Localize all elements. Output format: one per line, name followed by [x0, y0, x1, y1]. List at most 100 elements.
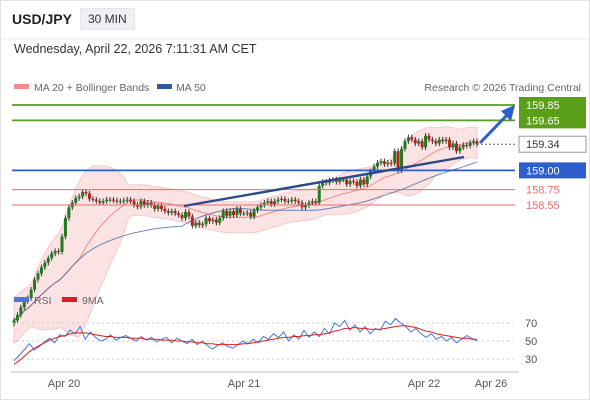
candle-body — [238, 208, 242, 214]
candle-body — [50, 253, 54, 259]
candle-body — [211, 219, 215, 222]
candle-body — [348, 181, 352, 185]
candle-body — [228, 211, 232, 216]
candle-body — [427, 135, 431, 140]
candle-body — [382, 161, 386, 165]
rsi-9ma-line — [13, 325, 477, 365]
candle-body — [194, 222, 198, 226]
candle-body — [403, 141, 407, 149]
candle-body — [84, 191, 88, 194]
research-credit: Research © 2026 Trading Central — [424, 82, 581, 94]
candle-body — [410, 137, 414, 140]
symbol-title: USD/JPY — [12, 11, 72, 27]
level-label-3: 159.00 — [526, 165, 560, 177]
candle-body — [231, 211, 235, 215]
candle-body — [345, 179, 349, 185]
candle-body — [115, 200, 119, 202]
candle-body — [81, 191, 85, 197]
candle-body — [259, 205, 263, 208]
candle-body — [334, 179, 338, 182]
candle-body — [15, 315, 19, 321]
candle-body — [125, 199, 129, 201]
candle-body — [424, 135, 428, 148]
candle-body — [451, 143, 455, 148]
rsi-tick-70: 70 — [525, 318, 537, 330]
x-tick-apr26: Apr 26 — [475, 378, 507, 390]
candle-body — [437, 139, 441, 144]
candle-body — [393, 151, 397, 164]
candle-body — [304, 205, 308, 208]
candle-body — [262, 202, 266, 205]
legend-label-9ma: 9MA — [82, 295, 104, 307]
candle-body — [105, 199, 109, 202]
candle-body — [448, 139, 452, 148]
candle-body — [36, 273, 40, 280]
rsi-chart: 70 50 30 — [12, 317, 537, 366]
level-tag-1 — [519, 112, 586, 129]
candle-body — [280, 198, 284, 200]
candle-body — [129, 199, 133, 202]
candle-body — [358, 179, 362, 186]
candle-body — [441, 139, 445, 142]
legend-label-ma50: MA 50 — [176, 82, 206, 94]
candle-body — [67, 207, 71, 219]
legend-label-rsi: RSI — [34, 295, 52, 307]
candle-body — [242, 213, 246, 215]
candle-body — [283, 198, 287, 202]
candle-body — [461, 145, 465, 148]
candle-body — [19, 307, 23, 315]
candle-body — [352, 181, 356, 183]
legend-swatch-9ma — [62, 297, 77, 302]
candle-body — [91, 198, 95, 200]
candle-body — [43, 262, 47, 268]
timestamp: Wednesday, April 22, 2026 7:11:31 AM CET — [14, 42, 257, 56]
x-tick-apr22: Apr 22 — [408, 378, 440, 390]
candle-body — [156, 205, 160, 209]
x-tick-apr20: Apr 20 — [48, 378, 80, 390]
candle-body — [454, 143, 458, 152]
candle-body — [386, 162, 390, 165]
level-tag-2 — [518, 135, 587, 153]
candle-body — [376, 162, 380, 167]
candle-body — [475, 141, 479, 145]
candle-body — [417, 141, 421, 144]
price-chart: 159.85 159.65 159.34 159.00 158.75 158.55 — [12, 97, 587, 345]
candle-body — [235, 208, 239, 215]
candle-body — [94, 199, 98, 202]
candle-body — [465, 145, 469, 146]
candle-body — [365, 176, 369, 185]
candle-body — [139, 201, 143, 207]
candle-body — [170, 211, 174, 213]
legend-label-ma20: MA 20 + Bollinger Bands — [34, 82, 149, 94]
candle-body — [430, 139, 434, 142]
candle-body — [321, 181, 325, 186]
candle-body — [286, 201, 290, 203]
forecast-arrow-shaft — [478, 111, 511, 145]
forecast-arrow-head — [501, 105, 515, 121]
candle-body — [135, 205, 139, 207]
legend-swatch-rsi — [14, 297, 29, 302]
rsi-tick-50: 50 — [525, 336, 537, 348]
legend-swatch-ma20 — [14, 84, 29, 89]
candle-body — [458, 147, 462, 152]
candle-body — [74, 198, 78, 203]
rsi-line — [13, 317, 478, 362]
candle-body — [166, 211, 170, 213]
candle-body — [22, 301, 26, 308]
level-tag-0 — [519, 97, 586, 113]
candle-body — [146, 202, 150, 205]
ma50-line — [13, 161, 478, 321]
candle-body — [290, 199, 294, 202]
candle-body — [122, 200, 126, 202]
candle-body — [307, 202, 311, 205]
candle-body — [256, 207, 260, 211]
candle-body — [108, 199, 112, 201]
candle-body — [159, 205, 163, 209]
candle-body — [197, 222, 201, 225]
candle-body — [153, 205, 157, 209]
candle-body — [173, 211, 177, 214]
level-label-5: 158.55 — [526, 200, 560, 212]
timeframe-button[interactable]: 30 MIN — [80, 8, 135, 30]
